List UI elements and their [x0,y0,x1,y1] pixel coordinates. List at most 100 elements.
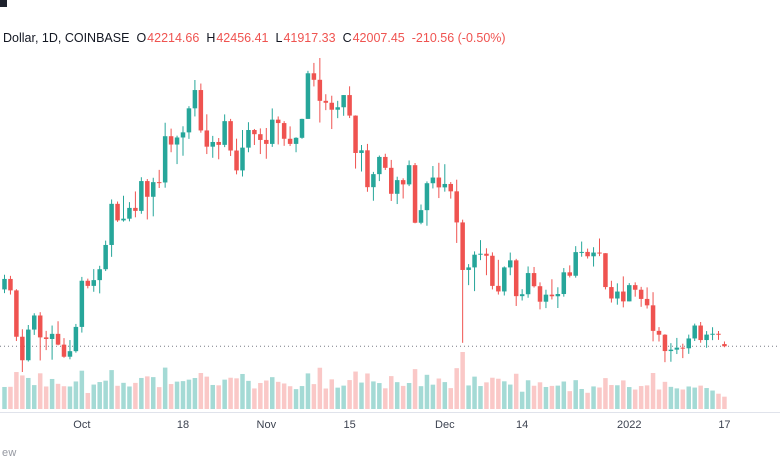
high-value: 42456.41 [216,31,269,45]
candle-body [496,285,501,292]
candle-body [287,138,293,144]
chart-area[interactable] [0,0,780,412]
volume-bar [668,386,674,409]
open-value: 42214.66 [147,31,200,45]
volume-bar [430,384,436,409]
volume-bar [317,367,323,409]
volume-bar [389,376,394,409]
volume-bar [448,388,453,409]
candle-body [37,315,43,338]
candle-body [424,183,430,211]
candle-body [484,253,489,256]
candle-body [26,329,31,361]
candle-body [79,280,85,327]
volume-bar [442,382,448,409]
volume-bar [632,389,638,409]
volume-bar [156,387,162,409]
volume-bar [406,382,412,409]
volume-bar [216,385,221,409]
volume-bar [644,385,650,409]
volume-bar [109,370,114,409]
candle-body [2,278,7,290]
volume-bar [79,370,85,409]
chart-legend[interactable]: Dollar, 1D, COINBASE O 42214.66 H 42456.41… [3,31,506,45]
candle-body [162,136,168,183]
candle-body [644,298,650,306]
volume-bar [549,385,555,409]
volume-bar [460,352,465,409]
candle-body [145,181,150,197]
candlestick-chart[interactable] [0,0,780,412]
volume-bar [198,372,204,409]
candle-body [73,326,79,352]
ohlc-low: L 41917.33 [275,31,335,45]
candle-body [525,273,531,295]
candle-body [198,90,204,131]
open-label: O [136,31,147,45]
candle-body [91,280,96,286]
ohlc-close: C 42007.45 [343,31,405,45]
candle-body [674,347,680,350]
volume-bar [103,380,108,409]
candle-body [252,130,257,135]
candle-body [14,290,19,337]
volume-bar [240,373,245,409]
volume-bar [650,372,656,409]
candle-body [662,334,668,352]
volume-bar [466,385,471,409]
candle-body [55,333,61,345]
volume-bar [281,383,287,409]
candle-body [490,255,495,286]
volume-bar [258,382,263,409]
candle-body [430,177,436,184]
volume-bar [145,376,150,409]
candle-body [716,333,721,335]
candle-body [567,272,572,276]
candle-body [222,121,227,145]
candle-body [365,150,370,188]
volume-bar [335,387,340,409]
volume-bar [662,381,668,409]
volume-bar [698,385,703,409]
candle-body [216,141,221,145]
volume-bar [299,386,305,409]
volume-bar [400,385,406,409]
candle-body [448,183,453,192]
time-axis-label: 15 [343,419,356,431]
symbol-title[interactable]: Dollar, 1D, COINBASE [3,31,130,45]
volume-bar [73,381,79,409]
volume-bar [162,367,168,409]
candle-body [686,338,691,349]
volume-bar [394,382,400,409]
volume-bar [591,386,596,409]
candle-body [353,115,358,153]
candle-body [240,147,245,171]
candle-body [513,260,519,297]
volume-bar [704,388,709,409]
volume-bar [710,390,715,409]
candle-body [543,294,549,302]
candle-body [299,118,305,138]
candle-body [454,191,459,223]
volume-bar [14,372,19,409]
volume-bar [204,376,210,409]
volume-bar [531,385,537,409]
candle-body [722,344,727,347]
low-label: L [275,31,283,45]
candle-body [573,252,578,276]
candle-body [466,267,471,270]
candle-body [508,260,513,268]
volume-bar [567,391,572,409]
candle-body [698,325,703,341]
candle-body [585,251,590,257]
logo-text-fragment: ew [2,447,17,459]
time-axis[interactable]: Oct 18 Nov 15 Dec 14 2022 17 [0,412,780,439]
candle-body [537,286,543,302]
candle-body [383,156,388,168]
volume-bar [472,376,477,409]
candle-body [139,181,144,211]
candle-body [61,344,67,357]
candle-body [412,165,418,223]
volume-bar [359,382,364,409]
volume-bar [180,381,186,409]
